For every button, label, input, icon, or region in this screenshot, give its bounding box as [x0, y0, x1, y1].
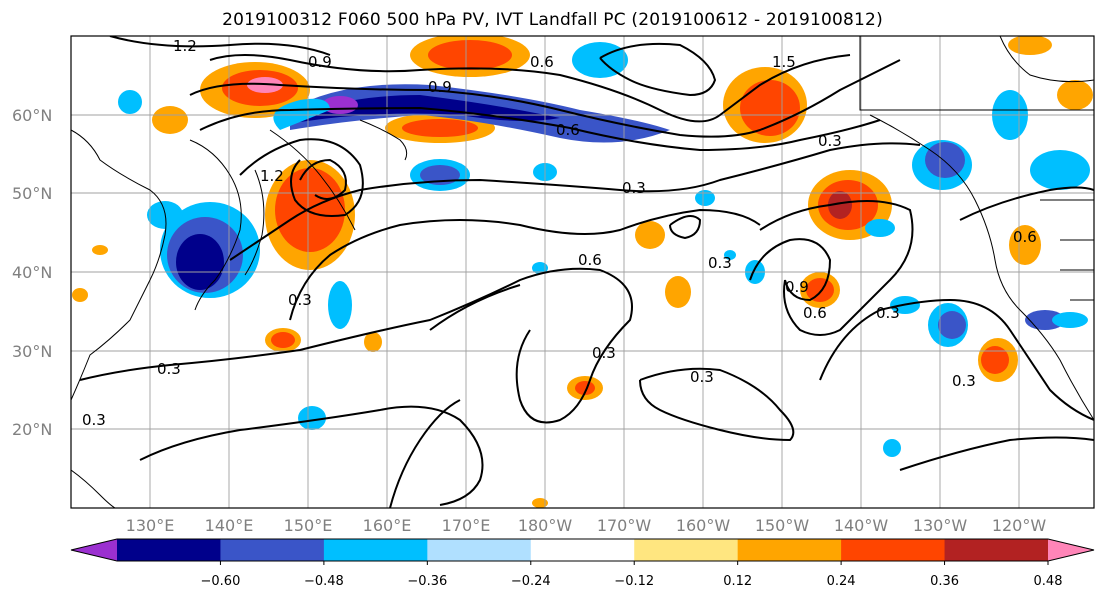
contour-label: 0.6 [556, 121, 580, 139]
map-frame [70, 35, 1095, 509]
contour-label: 0.3 [818, 132, 842, 150]
longitude-labels: 130°E 140°E 150°E 160°E 170°E 180°W 170°… [126, 516, 1047, 535]
colorbar-cell [841, 539, 946, 561]
contour-label: 0.3 [952, 372, 976, 390]
contour-label: 0.6 [1013, 228, 1037, 246]
colorbar-tick-label: −0.24 [511, 574, 551, 589]
coastlines [71, 36, 1094, 508]
contour-label: 0.3 [82, 411, 106, 429]
colorbar-cells [117, 539, 1049, 561]
contour-label: 1.2 [173, 37, 197, 55]
contour-label: 0.3 [592, 344, 616, 362]
lon-label: 170°E [442, 516, 491, 535]
contour-label: 0.3 [708, 254, 732, 272]
lon-label: 140°W [834, 516, 889, 535]
contour-label: 0.6 [530, 53, 554, 71]
contour-label: 0.3 [288, 291, 312, 309]
figure-title: 2019100312 F060 500 hPa PV, IVT Landfall… [222, 10, 883, 30]
lat-label: 20°N [12, 420, 52, 439]
colorbar-tick-label: 0.36 [930, 574, 959, 589]
ivt-contours [79, 36, 1094, 508]
map-layers [71, 36, 1094, 508]
lat-label: 40°N [12, 263, 52, 282]
lat-label: 60°N [12, 106, 52, 125]
colorbar-cell [634, 539, 739, 561]
colorbar-tick-label: 0.48 [1034, 574, 1063, 589]
lon-label: 180°W [518, 516, 573, 535]
pv-shading [72, 36, 1093, 508]
colorbar-cell [323, 539, 428, 561]
latitude-labels: 60°N 50°N 40°N 30°N 20°N [12, 106, 52, 439]
contour-label: 0.3 [876, 304, 900, 322]
contour-label: 1.5 [772, 53, 796, 71]
contour-label: 1.2 [260, 167, 284, 185]
contour-labels: 1.2 0.9 0.9 0.6 0.6 1.5 0.3 1.2 0.3 0.6 … [82, 37, 1037, 429]
lat-label: 30°N [12, 342, 52, 361]
colorbar-cell [530, 539, 635, 561]
colorbar-cell [117, 539, 221, 561]
contour-label: 0.3 [622, 179, 646, 197]
graticule [71, 36, 1094, 508]
colorbar-extend-right [1048, 539, 1094, 561]
lon-label: 150°E [284, 516, 333, 535]
lon-label: 160°W [676, 516, 731, 535]
contour-label: 0.9 [428, 78, 452, 96]
colorbar: −0.60 −0.48 −0.36 −0.24 −0.12 0.12 0.24 0.36 0.4… [70, 538, 1095, 589]
contour-label: 0.3 [157, 360, 181, 378]
colorbar-tick-label: 0.12 [723, 574, 752, 589]
contour-label: 0.3 [690, 368, 714, 386]
colorbar-tick-label: −0.48 [304, 574, 344, 589]
colorbar-cell [427, 539, 532, 561]
contour-label: 0.6 [578, 251, 602, 269]
colorbar-tick-label: −0.12 [614, 574, 654, 589]
contour-label: 0.9 [308, 53, 332, 71]
colorbar-outline [70, 538, 1095, 562]
colorbar-extend-left [71, 539, 117, 561]
lon-label: 130°E [126, 516, 175, 535]
contour-label: 0.9 [785, 278, 809, 296]
lon-label: 140°E [205, 516, 254, 535]
lon-label: 120°W [992, 516, 1047, 535]
colorbar-tick-label: −0.60 [201, 574, 241, 589]
colorbar-ticks: −0.60 −0.48 −0.36 −0.24 −0.12 0.12 0.24 0.36 0.4… [201, 561, 1063, 589]
lon-label: 160°E [363, 516, 412, 535]
colorbar-cell [220, 539, 325, 561]
contour-label: 0.6 [803, 304, 827, 322]
lon-label: 130°W [913, 516, 968, 535]
lon-label: 170°W [597, 516, 652, 535]
colorbar-cell [944, 539, 1049, 561]
colorbar-tick-label: −0.36 [407, 574, 447, 589]
colorbar-tick-label: 0.24 [827, 574, 856, 589]
lon-label: 150°W [755, 516, 810, 535]
colorbar-cell [737, 539, 842, 561]
lat-label: 50°N [12, 184, 52, 203]
